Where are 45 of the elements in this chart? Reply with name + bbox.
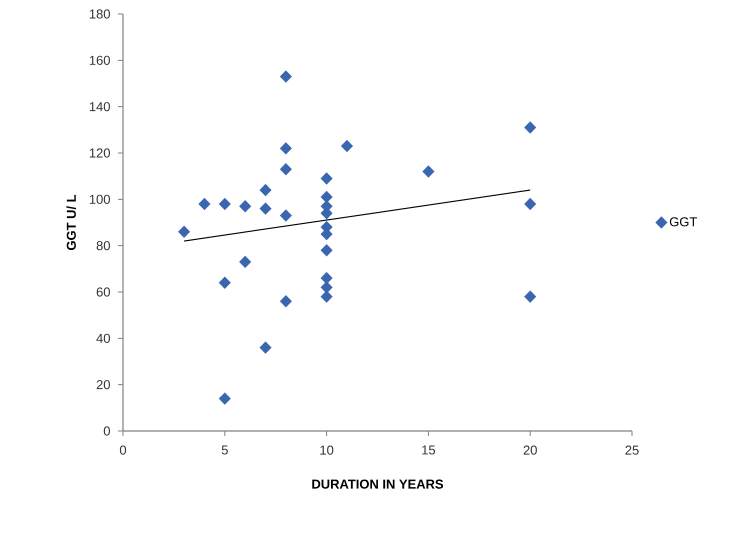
x-tick-label: 15 [422,446,436,455]
y-tick-label: 120 [90,148,110,158]
x-tick-label: 0 [120,446,126,455]
y-tick-label: 20 [96,380,110,390]
point [422,165,434,178]
point [259,184,272,196]
x-tick-label: 25 [625,446,639,455]
x-tick-label: 5 [222,446,228,455]
point [259,202,272,215]
point [320,281,333,294]
y-tick-label: 40 [96,334,110,343]
point [259,341,272,354]
point [218,392,231,405]
point [524,198,536,210]
point [320,272,333,284]
y-axis-title: GGT U/ L [66,194,76,250]
point [280,295,292,308]
y-tick-label: 60 [96,287,110,297]
x-tick-label: 20 [524,446,537,455]
y-tick-label: 0 [104,426,110,436]
y-tick-label: 80 [96,241,110,250]
y-tick-label: 100 [90,194,110,204]
y-tick-label: 180 [90,9,110,19]
point [320,290,333,303]
point [280,142,292,155]
y-tick-label: 160 [90,56,110,65]
point [198,198,210,210]
x-tick-label: 10 [320,446,334,455]
x-axis-title: DURATION IN YEARS [312,480,444,489]
point [524,290,536,303]
point [280,70,292,83]
point [218,198,231,210]
point [239,200,252,212]
point [320,172,333,185]
y-tick-label: 140 [90,102,110,112]
point [280,209,292,222]
point [239,256,252,268]
point [320,244,333,256]
point [524,121,536,134]
point [340,140,354,152]
point [280,163,292,176]
point [218,276,231,289]
legend-label: GGT [670,217,698,226]
point [178,226,190,238]
point [320,190,333,204]
